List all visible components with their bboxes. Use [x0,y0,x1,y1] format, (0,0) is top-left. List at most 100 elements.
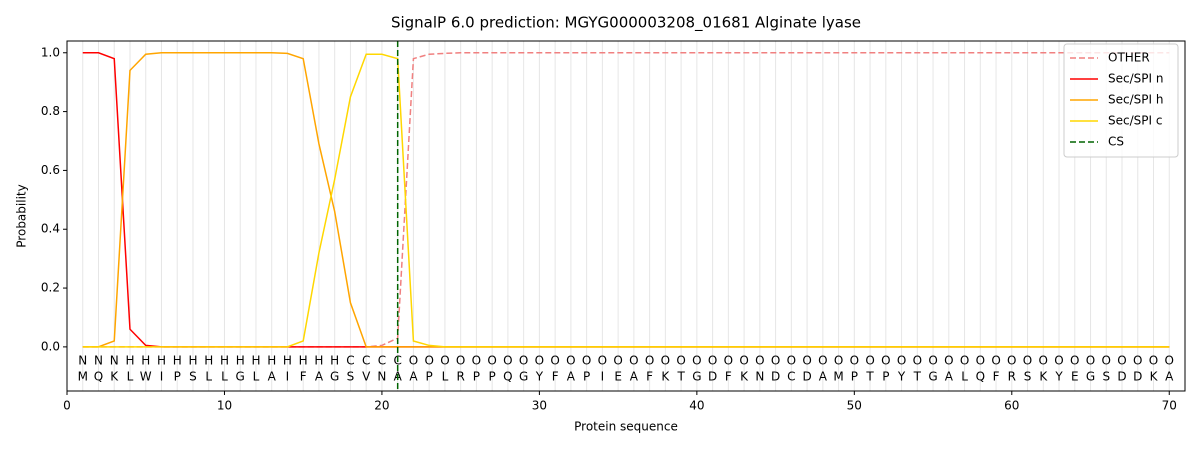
region-label: O [582,354,591,368]
residue-label: C [787,370,795,384]
region-label: N [94,354,103,368]
region-label: O [613,354,622,368]
region-label: H [220,354,229,368]
x-tick-label: 70 [1162,399,1177,413]
residue-label: R [456,370,464,384]
region-label: O [1165,354,1174,368]
residue-label: P [426,370,433,384]
region-label: H [330,354,339,368]
region-label: O [818,354,827,368]
residue-label: G [330,370,339,384]
x-tick-label: 30 [532,399,547,413]
region-label: O [487,354,496,368]
region-label: O [865,354,874,368]
region-label: O [645,354,654,368]
residue-label: E [1071,370,1079,384]
residue-label: L [442,370,449,384]
residue-label: A [630,370,639,384]
region-label: O [472,354,481,368]
y-tick-label: 0.8 [41,104,60,118]
region-label: O [1102,354,1111,368]
region-label: O [629,354,638,368]
region-label: O [566,354,575,368]
plot-frame [66,40,1186,392]
residue-label: M [78,370,88,384]
region-label: O [676,354,685,368]
region-label: H [236,354,245,368]
residue-label: A [819,370,828,384]
region-label: O [535,354,544,368]
y-axis-label: Probability [15,184,29,247]
residue-label: F [552,370,559,384]
region-label: H [188,354,197,368]
residue-label: S [1102,370,1110,384]
region-label: O [409,354,418,368]
residue-label: V [362,370,371,384]
region-label: O [944,354,953,368]
region-label: O [771,354,780,368]
residue-label: L [961,370,968,384]
legend-label: Sec/SPI n [1108,72,1163,86]
residue-label: A [315,370,324,384]
region-label: H [157,354,166,368]
residue-label: K [1039,370,1048,384]
residue-label: W [140,370,152,384]
region-label: O [550,354,559,368]
residue-label: L [253,370,260,384]
region-label: H [204,354,213,368]
residue-label: P [473,370,480,384]
residue-label: G [1086,370,1095,384]
residue-label: A [268,370,277,384]
residue-label: M [833,370,843,384]
region-label: O [739,354,748,368]
residue-label: P [583,370,590,384]
residue-label: P [882,370,889,384]
x-axis-label: Protein sequence [574,420,678,434]
region-label: O [1149,354,1158,368]
region-label: O [913,354,922,368]
region-label: H [251,354,260,368]
region-label: O [1086,354,1095,368]
region-label: H [299,354,308,368]
region-label: O [661,354,670,368]
region-label: O [503,354,512,368]
residue-label: F [725,370,732,384]
region-label: H [141,354,150,368]
region-label: O [881,354,890,368]
region-label: O [976,354,985,368]
residue-label: A [409,370,418,384]
region-label: H [314,354,323,368]
residue-label: F [993,370,1000,384]
residue-label: G [928,370,937,384]
residue-label: A [945,370,954,384]
region-label: H [267,354,276,368]
series-line [82,52,1170,348]
region-label: O [456,354,465,368]
residue-label: K [1150,370,1159,384]
y-tick-label: 0.6 [41,163,60,177]
residue-label: F [646,370,653,384]
region-label: O [708,354,717,368]
region-label: O [850,354,859,368]
residue-label: N [377,370,386,384]
series-line [82,53,1170,348]
region-label: O [1007,354,1016,368]
region-label: O [834,354,843,368]
region-label: H [173,354,182,368]
residue-label: K [661,370,670,384]
region-label: O [1117,354,1126,368]
region-label: N [110,354,119,368]
residue-label: P [174,370,181,384]
x-tick-label: 60 [1004,399,1019,413]
region-label: O [692,354,701,368]
series-line [82,52,1170,348]
residue-label: E [614,370,622,384]
region-label: H [125,354,134,368]
residue-label: D [708,370,717,384]
region-label: O [1070,354,1079,368]
residue-label: D [1133,370,1142,384]
legend-label: Sec/SPI h [1108,93,1163,107]
residue-label: Y [897,370,906,384]
region-label: O [802,354,811,368]
